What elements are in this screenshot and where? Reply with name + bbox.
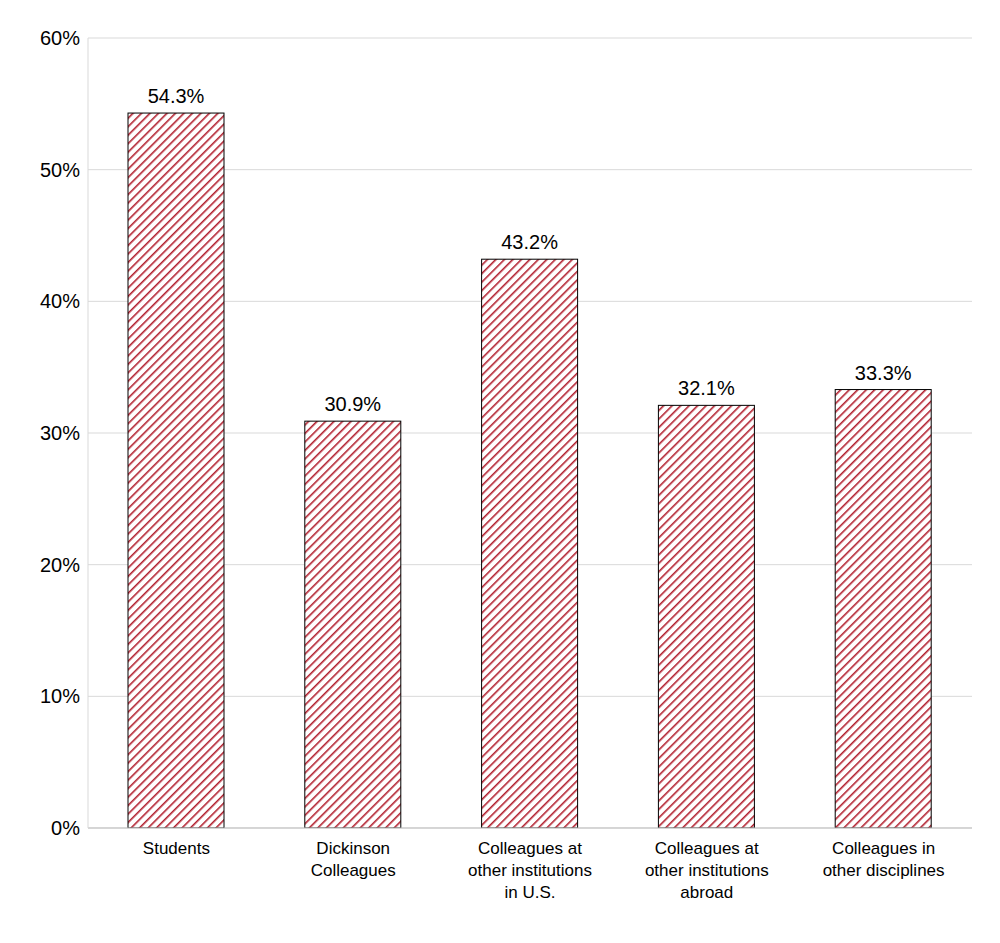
- svg-text:20%: 20%: [40, 554, 80, 576]
- svg-text:32.1%: 32.1%: [678, 377, 735, 399]
- svg-text:Colleagues atother institution: Colleagues atother institutionsin U.S.: [468, 839, 592, 902]
- svg-text:DickinsonColleagues: DickinsonColleagues: [311, 839, 396, 880]
- svg-text:54.3%: 54.3%: [148, 85, 205, 107]
- svg-text:40%: 40%: [40, 290, 80, 312]
- svg-text:0%: 0%: [51, 817, 80, 839]
- svg-text:Colleagues atother institution: Colleagues atother institutionsabroad: [645, 839, 769, 902]
- svg-text:Students: Students: [143, 839, 210, 858]
- svg-text:Colleagues inother disciplines: Colleagues inother disciplines: [823, 839, 945, 880]
- svg-text:50%: 50%: [40, 159, 80, 181]
- svg-text:10%: 10%: [40, 685, 80, 707]
- svg-text:30.9%: 30.9%: [324, 393, 381, 415]
- svg-text:33.3%: 33.3%: [855, 362, 912, 384]
- svg-text:43.2%: 43.2%: [501, 231, 558, 253]
- svg-text:60%: 60%: [40, 27, 80, 49]
- svg-text:30%: 30%: [40, 422, 80, 444]
